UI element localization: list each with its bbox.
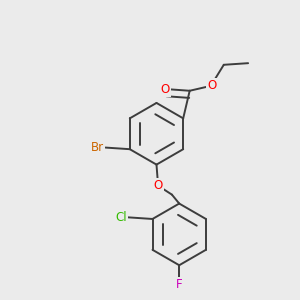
Text: O: O (154, 179, 163, 192)
Text: O: O (207, 80, 216, 92)
Text: O: O (161, 82, 170, 96)
Text: F: F (176, 278, 182, 291)
Text: Cl: Cl (116, 211, 127, 224)
Text: Br: Br (91, 141, 104, 154)
